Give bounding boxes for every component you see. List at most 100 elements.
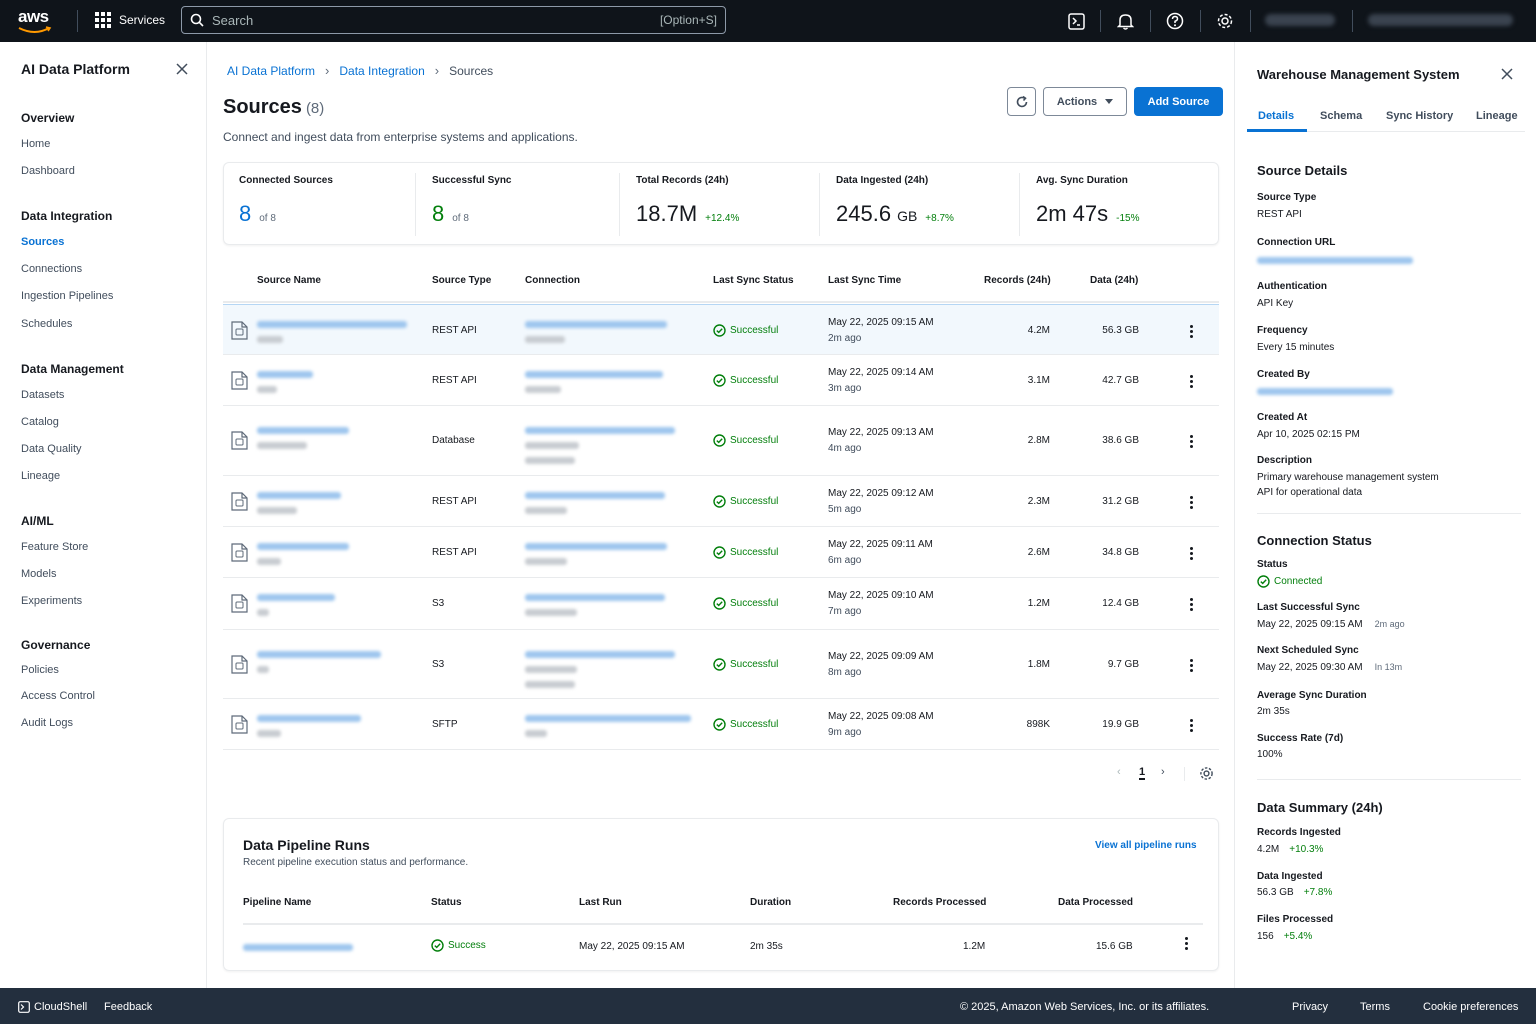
aws-logo[interactable]: aws [18,8,54,34]
source-name-link[interactable] [257,651,381,658]
tab-sync-history[interactable]: Sync History [1386,110,1454,122]
tab-details[interactable]: Details [1258,110,1295,122]
connection-link[interactable] [525,543,667,550]
gear-icon[interactable] [1215,11,1235,31]
connection-link[interactable] [525,427,675,434]
sidebar-item-models[interactable]: Models [21,568,57,580]
connection-url-link[interactable] [1257,257,1413,264]
more-actions-icon[interactable] [1190,435,1194,448]
close-icon[interactable] [175,62,189,76]
connection-link[interactable] [525,321,667,328]
connection-link[interactable] [525,715,691,722]
sidebar-item-catalog[interactable]: Catalog [21,416,59,428]
source-name-link[interactable] [257,321,407,328]
column-header[interactable]: Connection [525,275,580,286]
breadcrumb-ai-data-platform[interactable]: AI Data Platform [227,63,316,78]
more-actions-icon[interactable] [1190,719,1194,732]
column-header[interactable]: Data (24h) [1090,275,1139,286]
source-name-link[interactable] [257,492,341,499]
connection-link[interactable] [525,594,665,601]
sidebar-item-home[interactable]: Home [21,138,51,150]
terms-link[interactable]: Terms [1360,1001,1390,1013]
source-name-link[interactable] [257,543,349,550]
sidebar-item-audit-logs[interactable]: Audit Logs [21,717,73,729]
source-name-link[interactable] [257,594,335,601]
more-actions-icon[interactable] [1185,937,1189,950]
search-input[interactable]: Search [212,12,254,28]
help-icon[interactable] [1165,11,1185,31]
chevron-left-icon[interactable]: ‹ [1117,766,1121,778]
data-value: 38.6 GB [1102,435,1139,446]
column-header[interactable]: Data Processed [1058,897,1134,908]
more-actions-icon[interactable] [1190,659,1194,672]
more-actions-icon[interactable] [1190,598,1194,611]
column-header[interactable]: Status [431,897,462,908]
sidebar-item-access-control[interactable]: Access Control [21,690,95,702]
table-row[interactable]: S3 Successful May 22, 2025 09:10 AM 7m ago 1… [223,578,1219,630]
search-bar[interactable]: Search [Option+S] [181,6,726,34]
region-selector[interactable] [1265,14,1335,26]
account-menu[interactable] [1368,14,1513,26]
table-row[interactable]: S3 Successful May 22, 2025 09:09 AM 8m ago 1… [223,630,1219,699]
table-row[interactable]: REST API Successful May 22, 2025 09:11 AM 6… [223,527,1219,578]
field-label: Created By [1257,369,1310,380]
bell-icon[interactable] [1115,11,1135,31]
table-row[interactable]: REST API Successful May 22, 2025 09:12 AM 5… [223,476,1219,527]
column-header[interactable]: Last Sync Status [713,275,794,286]
sidebar-item-lineage[interactable]: Lineage [21,470,61,482]
close-icon[interactable] [1501,68,1513,80]
connection-link[interactable] [525,371,663,378]
sidebar-item-sources[interactable]: Sources [21,236,65,248]
sidebar-item-data-quality[interactable]: Data Quality [21,443,82,455]
view-all-pipeline-runs-link[interactable]: View all pipeline runs [1095,840,1197,851]
tab-schema[interactable]: Schema [1320,110,1363,122]
page-number[interactable]: 1 [1139,766,1146,780]
connection-link[interactable] [525,651,675,658]
source-name-link[interactable] [257,371,313,378]
table-row[interactable]: REST API Successful May 22, 2025 09:14 AM 3… [223,355,1219,406]
cloudshell-icon[interactable] [1066,11,1086,31]
add-source-button[interactable]: Add Source [1134,87,1223,116]
sidebar-item-experiments[interactable]: Experiments [21,595,83,607]
sidebar-item-connections[interactable]: Connections [21,263,83,275]
tab-lineage[interactable]: Lineage [1476,110,1518,122]
privacy-link[interactable]: Privacy [1292,1001,1329,1013]
column-header[interactable]: Duration [750,897,792,908]
created-by-link[interactable] [1257,388,1393,395]
source-name-link[interactable] [257,427,349,434]
column-header[interactable]: Last Sync Time [828,275,902,286]
table-row[interactable]: SFTP Successful May 22, 2025 09:08 AM 9m ag… [223,699,1219,750]
column-header[interactable]: Source Name [257,275,321,286]
column-header[interactable]: Records Processed [893,897,987,908]
grid-icon [95,12,111,28]
sidebar-item-dashboard[interactable]: Dashboard [21,165,75,177]
sidebar-item-policies[interactable]: Policies [21,664,59,676]
column-header[interactable]: Last Run [579,897,622,908]
services-menu[interactable]: Services [95,12,165,28]
connection-link[interactable] [525,492,665,499]
breadcrumb-data-integration[interactable]: Data Integration [339,63,425,78]
column-header[interactable]: Pipeline Name [243,897,312,908]
column-header[interactable]: Source Type [432,275,492,286]
more-actions-icon[interactable] [1190,547,1194,560]
table-row[interactable]: REST API Successful May 22, 2025 09:15 AM 2… [223,304,1219,355]
actions-dropdown[interactable]: Actions [1043,87,1127,116]
sidebar-item-ingestion-pipelines[interactable]: Ingestion Pipelines [21,290,114,302]
feedback-link[interactable]: Feedback [104,1001,153,1013]
cookie-preferences-link[interactable]: Cookie preferences [1423,1001,1519,1013]
sidebar-item-datasets[interactable]: Datasets [21,389,65,401]
chevron-right-icon[interactable]: › [1161,766,1165,778]
sidebar-item-feature-store[interactable]: Feature Store [21,541,89,553]
cloudshell-link[interactable]: CloudShell [34,1001,88,1013]
more-actions-icon[interactable] [1190,496,1194,509]
pipeline-name-link[interactable] [243,944,353,951]
more-actions-icon[interactable] [1190,325,1194,338]
settings-gear-icon[interactable] [1199,766,1214,781]
column-header[interactable]: Records (24h) [984,275,1051,286]
refresh-button[interactable] [1007,87,1036,116]
sidebar-item-schedules[interactable]: Schedules [21,318,73,330]
more-actions-icon[interactable] [1190,375,1194,388]
table-row[interactable]: Database Successful May 22, 2025 09:13 AM 4… [223,406,1219,476]
source-name-link[interactable] [257,715,361,722]
source-type: S3 [432,598,445,609]
